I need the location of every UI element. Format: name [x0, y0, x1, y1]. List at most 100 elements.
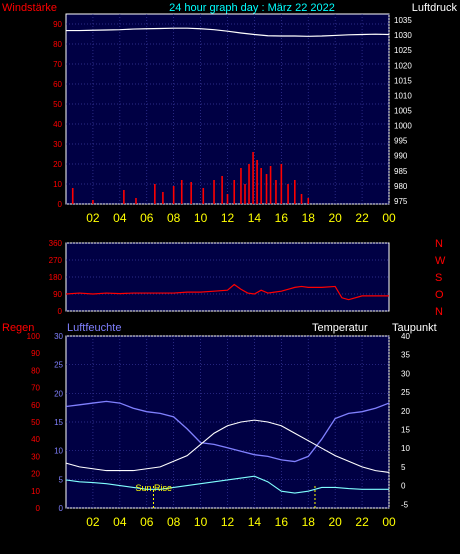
time-tick-label: 20 [328, 211, 342, 225]
time-tick-label: 12 [221, 211, 235, 225]
time-tick-label: 12 [221, 515, 235, 529]
humidity-tick-label: 0 [59, 504, 64, 513]
rain-tick-label: 80 [31, 366, 40, 375]
compass-label: N [435, 306, 443, 318]
dewpoint-axis-title: Taupunkt [392, 322, 437, 334]
time-tick-label: 18 [302, 211, 316, 225]
direction-tick-label: 360 [49, 239, 63, 248]
time-tick-label: 00 [382, 211, 396, 225]
temperature-tick-label: 10 [401, 444, 410, 453]
wind-tick-label: 70 [53, 60, 62, 69]
humidity-tick-label: 10 [54, 447, 63, 456]
wind-tick-label: 10 [53, 180, 62, 189]
time-tick-label: 02 [86, 515, 100, 529]
dewpoint-line [65, 475, 389, 494]
humidity-tick-label: 30 [54, 332, 63, 341]
pressure-tick-label: 1025 [394, 46, 412, 55]
time-tick-label: 08 [167, 211, 181, 225]
direction-tick-label: 180 [49, 273, 63, 282]
time-tick-label: 14 [248, 515, 262, 529]
time-tick-label: 18 [302, 515, 316, 529]
rain-tick-label: 60 [31, 401, 40, 410]
time-tick-label: 10 [194, 211, 208, 225]
wind-tick-label: 20 [53, 160, 62, 169]
pressure-tick-label: 1015 [394, 76, 412, 85]
rain-tick-label: 100 [27, 332, 41, 341]
pressure-tick-label: 985 [394, 167, 408, 176]
wind-tick-label: 80 [53, 40, 62, 49]
time-tick-label: 14 [248, 211, 262, 225]
temp-humidity-panel [65, 335, 390, 509]
direction-tick-label: 0 [58, 307, 63, 316]
pressure-tick-label: 975 [394, 197, 408, 206]
pressure-tick-label: 1030 [394, 31, 412, 40]
wind-tick-label: 0 [58, 200, 63, 209]
rain-axis-title: Regen [2, 322, 34, 334]
pressure-line [66, 27, 390, 37]
temperature-tick-label: 15 [401, 425, 410, 434]
wind-tick-label: 90 [53, 20, 62, 29]
time-tick-label: 16 [275, 211, 289, 225]
rain-tick-label: 30 [31, 452, 40, 461]
pressure-tick-label: 1010 [394, 91, 412, 100]
time-tick-label: 22 [355, 211, 369, 225]
rain-tick-label: 70 [31, 384, 40, 393]
temperature-axis-title: Temperatur [312, 322, 368, 334]
time-tick-label: 00 [382, 515, 396, 529]
compass-label: O [435, 289, 444, 301]
time-tick-label: 04 [113, 211, 127, 225]
wind-direction-line [65, 283, 389, 301]
wind-tick-label: 40 [53, 120, 62, 129]
temperature-tick-label: 40 [401, 332, 410, 341]
temperature-tick-label: 25 [401, 388, 410, 397]
chart-title: 24 hour graph day : März 22 2022 [169, 2, 335, 14]
rain-tick-label: 20 [31, 470, 40, 479]
pressure-tick-label: 990 [394, 152, 408, 161]
rain-tick-label: 40 [31, 435, 40, 444]
humidity-tick-label: 15 [54, 418, 63, 427]
time-tick-label: 08 [167, 515, 181, 529]
compass-label: W [435, 255, 446, 267]
humidity-axis-title: Luftfeuchte [67, 322, 121, 334]
rain-tick-label: 90 [31, 349, 40, 358]
humidity-tick-label: 20 [54, 389, 63, 398]
time-tick-label: 04 [113, 515, 127, 529]
pressure-axis-title: Luftdruck [412, 2, 458, 14]
rain-tick-label: 50 [31, 418, 40, 427]
temperature-tick-label: 5 [401, 463, 406, 472]
time-tick-label: 06 [140, 515, 154, 529]
pressure-tick-label: 995 [394, 137, 408, 146]
temperature-tick-label: -5 [401, 500, 409, 509]
time-tick-label: 16 [275, 515, 289, 529]
pressure-tick-label: 1000 [394, 122, 412, 131]
humidity-line [65, 400, 390, 463]
wind-tick-label: 60 [53, 80, 62, 89]
rain-tick-label: 10 [31, 487, 40, 496]
temperature-tick-label: 20 [401, 407, 410, 416]
wind-axis-title: Windstärke [2, 2, 57, 14]
humidity-tick-label: 5 [59, 475, 64, 484]
temperature-tick-label: 0 [401, 482, 406, 491]
pressure-tick-label: 1035 [394, 16, 412, 25]
temperature-tick-label: 35 [401, 351, 410, 360]
compass-label: N [435, 238, 443, 250]
humidity-tick-label: 25 [54, 361, 63, 370]
time-tick-label: 10 [194, 515, 208, 529]
wind-tick-label: 30 [53, 140, 62, 149]
time-tick-label: 20 [328, 515, 342, 529]
sun-rise-label: Sun Rise [135, 483, 172, 493]
direction-tick-label: 270 [49, 256, 63, 265]
pressure-tick-label: 980 [394, 182, 408, 191]
pressure-tick-label: 1020 [394, 61, 412, 70]
wind-pressure-panel [65, 13, 390, 205]
compass-label: S [435, 272, 442, 284]
rain-tick-label: 0 [36, 504, 41, 513]
wind-tick-label: 50 [53, 100, 62, 109]
time-tick-label: 22 [355, 515, 369, 529]
pressure-tick-label: 1005 [394, 107, 412, 116]
temperature-tick-label: 30 [401, 369, 410, 378]
time-tick-label: 02 [86, 211, 100, 225]
direction-tick-label: 90 [53, 290, 62, 299]
temperature-line [65, 419, 390, 474]
